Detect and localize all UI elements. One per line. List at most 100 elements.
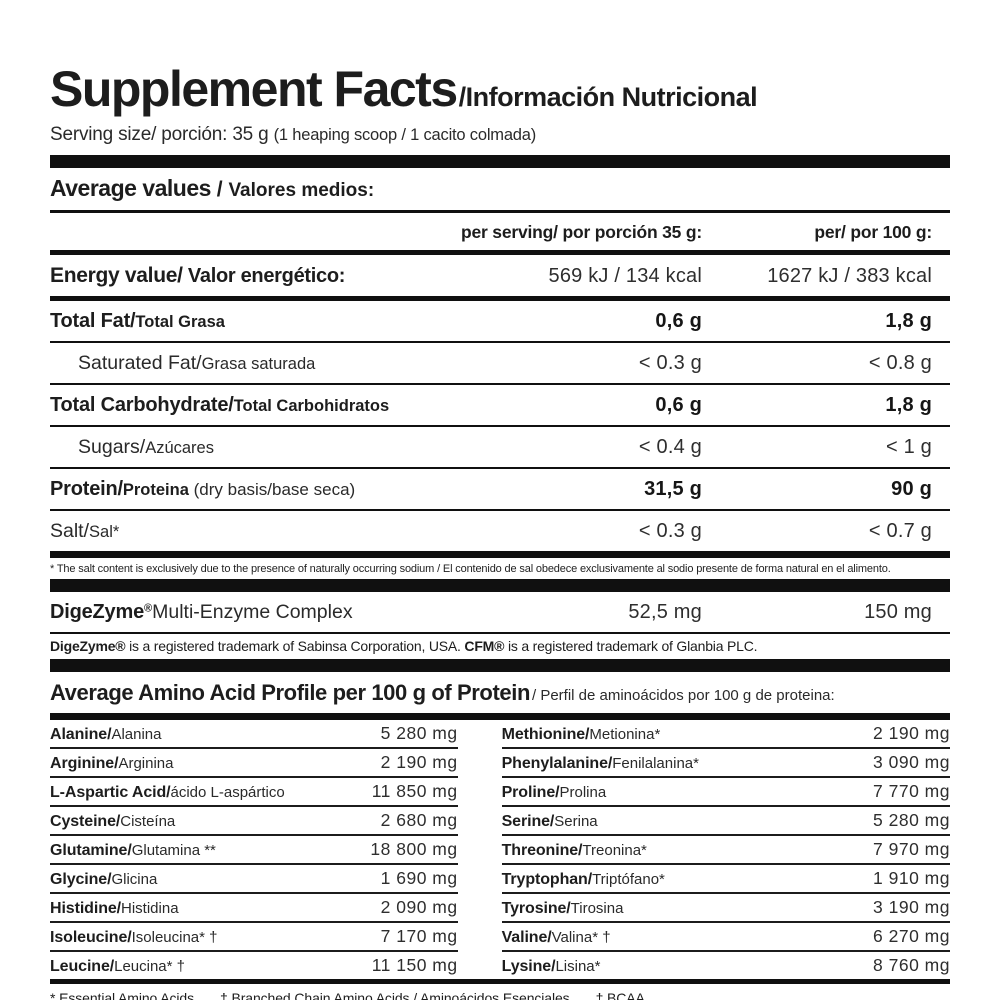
nutrient-name-en: Sugars/ — [78, 436, 146, 458]
average-values-en: Average values — [50, 175, 211, 201]
nutrient-name-en: Energy value/ — [50, 264, 183, 287]
divider-medium — [50, 210, 950, 213]
amino-value: 7 170 mg — [380, 926, 458, 946]
nutrient-name-es: Sal* — [89, 523, 120, 541]
nutrition-row-protein: Protein/Proteina (dry basis/base seca) 3… — [50, 469, 950, 509]
amino-row-tryptophan: Tryptophan/Triptófano* 1 910 mg — [501, 865, 950, 894]
amino-row-valine: Valine/Valina* † 6 270 mg — [501, 923, 950, 952]
digezyme-brand: DigeZyme — [50, 601, 144, 623]
trademark-brand-cfm: CFM® — [464, 638, 505, 654]
nutrient-label: Protein/Proteina (dry basis/base seca) — [50, 478, 454, 501]
column-header-per-serving: per serving/ por porción 35 g: — [461, 222, 702, 242]
amino-row-leucine: Leucine/Leucina* † 11 150 mg — [50, 955, 458, 975]
nutrient-label: Total Fat/Total Grasa — [50, 310, 454, 333]
nutrition-row-salt: Salt/Sal* < 0.3 g < 0.7 g — [50, 511, 950, 551]
divider-medium — [50, 250, 950, 255]
nutrient-name-es: Valor energético: — [182, 265, 346, 287]
divider-thick — [50, 155, 950, 168]
nutrient-label: Total Carbohydrate/Total Carbohidratos — [50, 394, 454, 417]
amino-row-isoleucine: Isoleucine/Isoleucina* † 7 170 mg — [50, 923, 458, 952]
amino-row-threonine: Threonine/Treonina* 7 970 mg — [501, 836, 950, 865]
divider-thin — [50, 341, 950, 343]
divider-thick — [50, 579, 950, 592]
nutrient-label: DigeZyme®Multi-Enzyme Complex — [50, 601, 454, 624]
value-per-100g: 1627 kJ / 383 kcal — [767, 265, 932, 287]
value-per-100g: < 0.8 g — [868, 352, 932, 374]
amino-value: 11 150 mg — [371, 955, 458, 975]
value-per-100g: 1,8 g — [885, 394, 932, 416]
registered-trademark-symbol: ® — [144, 602, 153, 615]
amino-value: 1 910 mg — [873, 868, 950, 888]
footnote-essential: * Essential Amino Acids — [50, 990, 194, 1000]
nutrient-name-es: Grasa saturada — [201, 355, 316, 373]
divider-medium — [50, 296, 950, 301]
salt-footnote: * The salt content is exclusively due to… — [50, 563, 891, 575]
divider-thin — [50, 509, 950, 511]
nutrition-row-total-fat: Total Fat/Total Grasa 0,6 g 1,8 g — [50, 301, 950, 341]
amino-column-left: Alanine/Alanina 5 280 mg Arginine/Arginin… — [50, 720, 458, 979]
amino-row-l-aspartic-acid: L-Aspartic Acid/ácido L-aspártico 11 850 … — [50, 778, 458, 807]
value-per-serving: < 0.4 g — [638, 436, 702, 458]
amino-column-right: Methionine/Metionina* 2 190 mg Phenylalan… — [501, 720, 950, 979]
nutrient-name-es: Proteina — [122, 481, 189, 499]
amino-row-glycine: Glycine/Glicina 1 690 mg — [50, 865, 458, 894]
divider-thick — [50, 659, 950, 672]
amino-acid-table: Alanine/Alanina 5 280 mg Arginine/Arginin… — [50, 720, 950, 979]
amino-footnotes: * Essential Amino Acids † Branched Chain … — [50, 984, 950, 1000]
value-per-serving: 0,6 g — [655, 394, 702, 416]
amino-row-glutamine: Glutamine/Glutamina ** 18 800 mg — [50, 836, 458, 865]
nutrient-name-en: Protein/ — [50, 478, 123, 500]
amino-value: 11 850 mg — [371, 781, 458, 801]
amino-footnote-1: * Essential Amino Acids † Branched Chain … — [50, 990, 950, 1000]
amino-value: 8 760 mg — [873, 955, 950, 975]
value-per-serving: 569 kJ / 134 kcal — [548, 265, 702, 287]
nutrient-label: Sugars/Azúcares — [50, 436, 454, 459]
value-per-serving: 31,5 g — [644, 478, 702, 500]
nutrition-row-energy: Energy value/ Valor energético: 569 kJ /… — [50, 255, 950, 296]
digezyme-name: Multi-Enzyme Complex — [152, 601, 353, 623]
amino-value: 18 800 mg — [370, 839, 458, 859]
average-values-heading: Average values / Valores medios: — [50, 168, 950, 210]
value-per-serving: < 0.3 g — [638, 520, 702, 542]
serving-size-line: Serving size/ porción: 35 g (1 heaping s… — [50, 124, 950, 146]
nutrient-name-es: Azúcares — [145, 439, 214, 457]
amino-value: 3 190 mg — [873, 897, 950, 917]
value-per-serving: 0,6 g — [655, 310, 702, 332]
label-title: Supplement Facts /Información Nutriciona… — [50, 64, 950, 114]
column-header-row: per serving/ por porción 35 g: per/ por … — [50, 213, 950, 250]
amino-value: 1 690 mg — [380, 868, 458, 888]
amino-row-methionine: Methionine/Metionina* 2 190 mg — [501, 720, 950, 749]
amino-row-arginine: Arginine/Arginina 2 190 mg — [50, 749, 458, 778]
amino-value: 2 190 mg — [873, 723, 950, 743]
amino-value: 3 090 mg — [873, 752, 950, 772]
nutrient-name-en: Total Carbohydrate/ — [50, 394, 234, 416]
trademark-brand-digezyme: DigeZyme® — [50, 638, 126, 654]
title-spanish: /Información Nutricional — [458, 82, 758, 112]
serving-size-detail: (1 heaping scoop / 1 cacito colmada) — [273, 126, 537, 144]
divider-medium — [50, 979, 950, 984]
amino-value: 7 770 mg — [873, 781, 950, 801]
serving-size-main: Serving size/ porción: 35 g — [50, 124, 274, 145]
nutrition-row-digezyme: DigeZyme®Multi-Enzyme Complex 52,5 mg 15… — [50, 592, 950, 632]
amino-row-serine: Serine/Serina 5 280 mg — [501, 807, 950, 836]
amino-value: 2 090 mg — [380, 897, 458, 917]
value-per-100g: 90 g — [891, 478, 932, 500]
nutrient-note: (dry basis/base seca) — [188, 480, 356, 499]
nutrient-name-en: Salt/ — [50, 520, 90, 542]
amino-value: 2 190 mg — [380, 752, 458, 772]
nutrient-name-es: Total Carbohidratos — [233, 397, 390, 415]
amino-row-lysine: Lysine/Lisina* 8 760 mg — [501, 955, 950, 975]
value-per-serving: 52,5 mg — [628, 601, 702, 623]
amino-value: 2 680 mg — [380, 810, 458, 830]
divider-heavy — [50, 713, 950, 720]
average-values-separator: / — [210, 178, 229, 201]
divider-thin — [50, 632, 950, 634]
amino-value: 7 970 mg — [873, 839, 950, 859]
value-per-100g: < 1 g — [885, 436, 932, 458]
trademark-text-1: is a registered trademark of Sabinsa Cor… — [125, 638, 465, 654]
value-per-100g: 150 mg — [864, 601, 932, 623]
column-header-per-100g: per/ por 100 g: — [814, 222, 932, 242]
amino-profile-heading-es: / Perfil de aminoácidos por 100 g de pro… — [531, 687, 835, 704]
amino-row-phenylalanine: Phenylalanine/Fenilalanina* 3 090 mg — [501, 749, 950, 778]
